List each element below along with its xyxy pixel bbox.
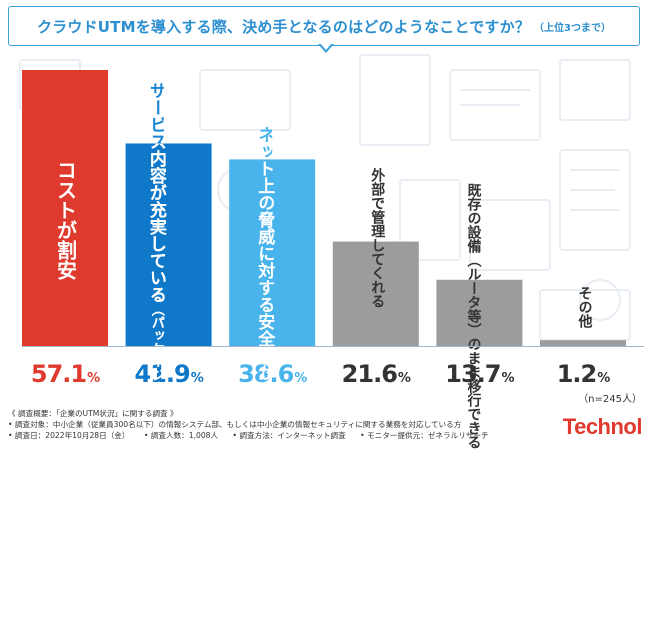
value-unit: % — [87, 371, 100, 386]
category-label-line: 安全性が高い — [254, 313, 275, 415]
footnote-items: • 調査日：2022年10月28日（金） • 調査人数：1,008人 • 調査方… — [8, 430, 501, 441]
value-label-1: 57.1% — [20, 360, 110, 388]
category-label-2-overflow: サービス内容が充実している（パッケージされているセキュリティ対策が豊富など） — [146, 82, 164, 143]
footnote-item: • モニター提供元：ゼネラルリサーチ — [360, 431, 489, 440]
footnote-target: • 調査対象：中小企業（従業員300名以下）の情報システム部、もしくは中小企業の… — [8, 420, 462, 429]
survey-footnotes: 《 調査概要：「企業のUTM状況」に関する調査 》 • 調査対象：中小企業（従業… — [8, 408, 501, 441]
value-label-2: 41.9% — [124, 360, 214, 388]
sample-size: （n=245人） — [578, 394, 642, 405]
chart-title: クラウドUTMを導入する際、決め手となるのはどのようなことですか？ — [36, 17, 531, 36]
category-label-line: その他 — [576, 286, 593, 328]
bar-2 — [125, 143, 212, 346]
chart-title-box: クラウドUTMを導入する際、決め手となるのはどのようなことですか？ （上位3つま… — [8, 6, 640, 46]
value-number: 57.1 — [30, 360, 87, 388]
footnote-item: • 調査人数：1,008人 — [143, 431, 219, 440]
bar-1 — [22, 70, 108, 346]
category-label-line: ネット上の脅威に対する — [254, 126, 272, 159]
category-label-line: コストが割安 — [53, 160, 78, 280]
category-label-line: のまま移行できる — [465, 337, 482, 449]
value-label-6: 1.2% — [538, 360, 628, 388]
technol-logo[interactable]: Technol — [562, 414, 643, 439]
value-number: 41.9 — [134, 360, 190, 388]
category-label-2: サービス内容が充実している （パッケージされているセキュリティ対策が豊富など） — [145, 82, 166, 628]
category-label-3: ネット上の脅威に対する安全性が高い — [254, 126, 275, 415]
bar-chart — [22, 70, 626, 346]
bar-5 — [436, 279, 523, 346]
category-label-5: 既存の設備（ルータ等）のまま移行できる — [465, 183, 482, 449]
category-label-6: その他 — [576, 286, 593, 328]
category-label-line: サービス内容が充実している — [146, 82, 164, 143]
category-label-line: セキュリティ対策が豊富など） — [148, 446, 164, 628]
category-label-line: サービス内容が充実している — [145, 82, 166, 303]
bar-3 — [229, 159, 316, 346]
value-number: 13.7 — [445, 360, 501, 388]
category-label-line: （パッケージされている — [148, 303, 164, 446]
value-label-4: 21.6% — [331, 360, 421, 388]
title-pointer-inner — [320, 43, 332, 50]
value-unit: % — [501, 371, 514, 386]
value-label-5: 13.7% — [434, 360, 524, 388]
footnote-header: 《 調査概要：「企業のUTM状況」に関する調査 》 — [8, 409, 178, 418]
value-unit: % — [294, 371, 307, 386]
category-label-line: 外部で管理してくれる — [369, 168, 386, 308]
footnote-item: • 調査日：2022年10月28日（金） — [8, 431, 130, 440]
value-unit: % — [597, 371, 610, 386]
chart-baseline — [22, 346, 644, 347]
value-number: 21.6 — [341, 360, 398, 388]
bar-4 — [332, 241, 419, 346]
value-unit: % — [397, 371, 411, 386]
category-label-line: 既存の設備（ルータ等） — [465, 183, 482, 337]
chart-title-note: （上位3つまで） — [534, 22, 611, 34]
bar-6 — [540, 340, 626, 346]
value-number: 38.6 — [238, 360, 294, 388]
value-unit: % — [190, 371, 204, 386]
value-label-3: 38.6% — [227, 360, 317, 388]
category-label-line: ネット上の脅威に対する — [254, 126, 275, 313]
footnote-item: • 調査方法：インターネット調査 — [232, 431, 346, 440]
category-label-1: コストが割安 — [53, 160, 78, 280]
category-label-4: 外部で管理してくれる — [368, 168, 385, 308]
category-label-3-overflow: ネット上の脅威に対する安全性が高い — [254, 126, 272, 159]
value-number: 1.2 — [556, 360, 598, 388]
